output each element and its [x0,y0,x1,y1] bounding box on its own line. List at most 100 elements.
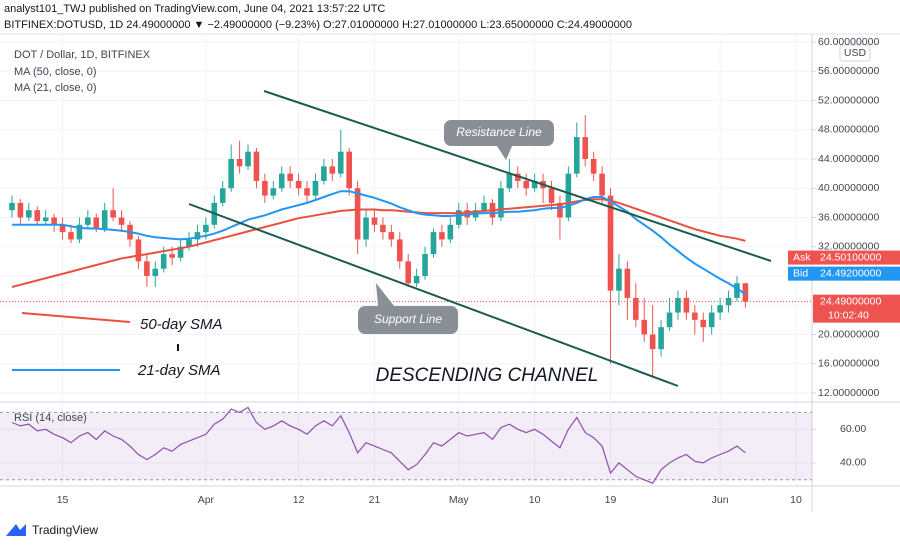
price-label-name: Ask [793,251,811,263]
y-tick-label: 40.00000000 [818,182,879,194]
candle-body [93,217,100,229]
candle-body [649,334,656,350]
candle-body [481,202,487,211]
candle-body [683,297,690,313]
support-callout [358,306,458,334]
candle-body [17,202,24,218]
candle-body [262,180,268,196]
candle-body [641,319,648,335]
candle-body [565,173,572,218]
candle-body [194,232,201,240]
x-tick-label: Jun [712,494,729,506]
price-label-box [788,266,900,281]
candle-body [295,180,302,189]
candle-body [717,305,723,313]
candle-body [236,159,243,167]
candle-body [118,217,125,225]
candle-body [169,254,175,258]
y-tick-label: 44.00000000 [818,153,879,165]
candle-body [523,180,530,189]
candle-body [557,202,563,218]
candle-body [363,217,369,240]
candle-body [9,202,15,211]
y-tick-label: 20.00000000 [818,328,879,340]
resistance-label: Resistance Line [456,125,542,139]
candle-body [422,254,428,276]
candle-body [742,283,749,302]
legend-ma50: MA (50, close, 0) [14,66,97,78]
publish-info: analyst101_TWJ published on TradingView.… [4,3,385,15]
price-label: Bid 24.49200000 [788,266,900,281]
candle-body [34,210,41,222]
candle-body [380,224,386,233]
sma21-label: 21-day SMA [137,362,221,379]
candle-body [725,297,732,306]
x-tick-label: 15 [57,494,69,506]
candle-body [455,210,462,225]
price-label-value: 24.50100000 [820,251,881,263]
price-label: 24.49000000 10:02:40 [813,294,900,323]
candle-body [599,173,605,196]
price-label-box [788,250,900,265]
candle-body [278,173,285,189]
candle-body [573,137,580,174]
candle-body [590,159,597,174]
candle-body [514,173,521,181]
candle-body [708,312,715,328]
rsi-band [0,412,812,480]
resistance-callout-arrow [497,146,512,160]
candle-body [506,173,513,189]
candle-body [321,166,327,181]
candle-body [219,188,226,203]
y-tick-label: 52.00000000 [818,94,879,106]
candle-body [498,188,504,218]
x-tick-label: 10 [529,494,541,506]
price-label-value: 24.49000000 [820,295,881,307]
channel-label: DESCENDING CHANNEL [376,365,599,386]
candle-body [51,217,57,225]
rsi-tick-label: 60.00 [840,423,866,435]
y-tick-label: 60.00000000 [818,36,879,48]
candle-body [439,232,445,240]
candle-body [430,232,437,255]
y-tick-label: 48.00000000 [818,124,879,136]
support-label: Support Line [374,312,442,326]
grid [0,35,812,484]
currency-box [839,44,871,62]
resistance-line [263,90,772,262]
sma50-label: 50-day SMA [140,316,223,333]
candle-body [666,312,673,328]
candle-body [354,188,361,240]
rsi-title: RSI (14, close) [14,412,87,424]
candle-body [396,239,403,262]
chart-title: DOT / Dollar, 1D, BITFINEX [14,49,151,61]
candle-body [245,151,251,167]
candle-body [548,188,555,203]
candle-body [59,224,66,233]
x-tick-label: 12 [293,494,305,506]
candle-body [633,297,639,320]
ma-line [11,198,746,288]
x-tick-label: 21 [369,494,381,506]
rsi-pane [0,406,812,484]
x-tick-label: 19 [605,494,617,506]
y-tick-label: 16.00000000 [818,358,879,370]
candle-body [101,210,108,229]
candle-body [329,166,336,174]
candle-body [152,268,159,276]
footer-logo: TradingView [6,523,98,537]
candle-body [26,210,32,218]
candle-body [76,224,83,240]
price-pane [0,115,812,379]
candle-body [110,210,116,218]
candle-body [413,275,420,284]
candle-body [337,151,344,174]
candle-body [135,239,142,262]
candle-body [700,319,707,328]
candle-body [203,224,209,233]
price-label-time: 10:02:40 [828,309,869,321]
price-label-value: 24.49200000 [820,267,881,279]
candle-body [582,137,589,160]
rsi-line [11,406,746,484]
